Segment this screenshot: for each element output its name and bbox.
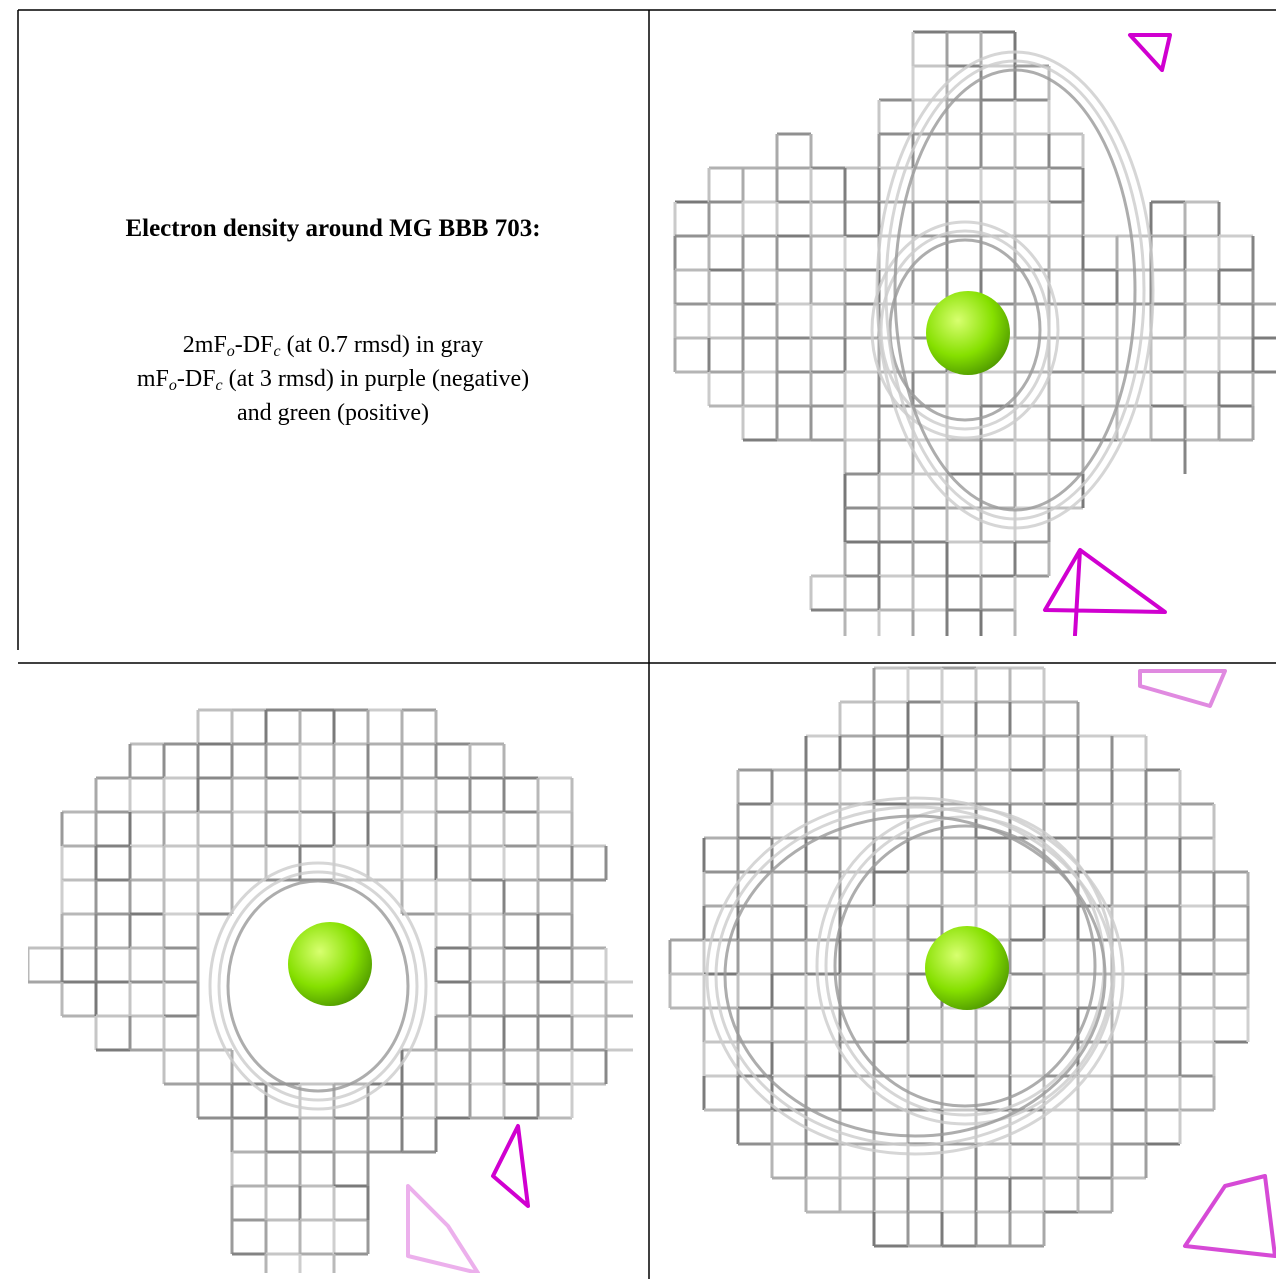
mg-ion: [288, 922, 372, 1006]
mesh-contour: [723, 814, 1107, 1138]
density-panel: [28, 708, 633, 1273]
mesh-contour: [833, 824, 1097, 1108]
negative-density: [1128, 33, 1172, 72]
legend-text: 2mF: [182, 332, 227, 358]
mesh-contour: [870, 220, 1060, 440]
legend-line: mFo-DFc (at 3 rmsd) in purple (negative): [18, 362, 648, 396]
legend-text: and green (positive): [237, 400, 429, 426]
density-panel: [673, 30, 1276, 636]
subscript: c: [215, 377, 223, 394]
legend: 2mFo-DFc (at 0.7 rmsd) in gray mFo-DFc (…: [18, 328, 648, 430]
legend-text: (at 0.7 rmsd) in gray: [280, 332, 484, 358]
mesh-contour: [893, 68, 1137, 512]
mesh-contour: [714, 805, 1116, 1147]
heading: Electron density around MG BBB 703:: [125, 215, 541, 242]
density-panel: [668, 666, 1276, 1258]
subscript: c: [273, 343, 281, 360]
subscript: o: [226, 343, 235, 360]
mg-ion: [925, 926, 1009, 1010]
legend-text: mF: [136, 366, 169, 392]
mesh-contour: [879, 229, 1051, 431]
mesh-contour: [884, 59, 1146, 521]
negative-density: [491, 1124, 530, 1208]
mesh-contour: [888, 238, 1042, 422]
negative-density: [1183, 1174, 1276, 1258]
negative-density: [1138, 669, 1227, 708]
negative-density: [1043, 548, 1167, 636]
mesh-contour: [705, 796, 1125, 1156]
legend-line: and green (positive): [18, 396, 648, 430]
legend-line: 2mFo-DFc (at 0.7 rmsd) in gray: [18, 328, 648, 362]
caption-cell: Electron density around MG BBB 703: 2mFo…: [18, 10, 648, 650]
legend-text: -DF: [234, 332, 274, 358]
mesh-contour: [217, 870, 419, 1102]
negative-density: [406, 1184, 480, 1273]
mesh-contour: [208, 861, 428, 1111]
mesh-contour: [226, 879, 410, 1093]
mg-ion: [926, 291, 1010, 375]
legend-text: (at 3 rmsd) in purple (negative): [222, 366, 530, 392]
legend-text: -DF: [176, 366, 216, 392]
subscript: o: [168, 377, 177, 394]
mesh-contour: [875, 50, 1155, 530]
